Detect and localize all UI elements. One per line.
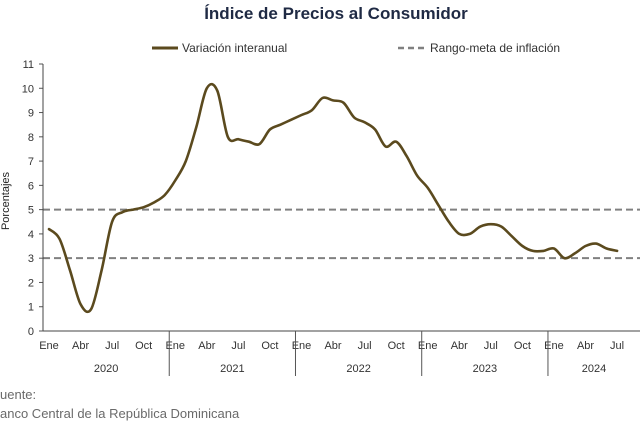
x-tick-label: Abr — [72, 340, 89, 352]
y-tick-label: 5 — [28, 205, 34, 217]
x-year-label: 2022 — [346, 363, 370, 375]
source-label: uente: — [0, 387, 36, 402]
y-tick-label: 11 — [23, 59, 34, 71]
x-year-label: 2020 — [94, 363, 118, 375]
legend: Variación interanual Rango-meta de inflac… — [152, 41, 560, 55]
x-tick-label: Ene — [165, 340, 185, 352]
x-tick-label: Oct — [135, 340, 152, 352]
x-tick-label: Oct — [388, 340, 405, 352]
x-tick-label: Jul — [484, 340, 498, 352]
y-tick-label: 4 — [28, 229, 34, 241]
y-tick-label: 6 — [28, 180, 34, 192]
series-line-group — [47, 82, 619, 314]
y-tick-label: 3 — [28, 253, 34, 265]
x-tick-label: Abr — [324, 340, 341, 352]
x-axis-ticks: Ene Abr Jul Oct Ene Abr Jul Oct Ene Abr Jul Oct Ene A… — [39, 331, 624, 376]
x-tick-label: Ene — [544, 340, 564, 352]
x-tick-label: Jul — [358, 340, 372, 352]
x-year-label: 2024 — [582, 363, 606, 375]
chart-title: Índice de Precios al Consumidor — [204, 4, 468, 23]
y-axis-label: Porcentajes — [0, 171, 12, 230]
x-year-label: 2021 — [220, 363, 244, 375]
y-tick-label: 1 — [28, 302, 34, 314]
x-year-label: 2023 — [473, 363, 497, 375]
legend-label-rango-meta: Rango-meta de inflación — [430, 41, 560, 55]
x-tick-label: Jul — [610, 340, 624, 352]
y-tick-label: 8 — [28, 132, 34, 144]
y-tick-label: 0 — [28, 326, 34, 338]
source-text: anco Central de la República Dominicana — [0, 406, 240, 421]
x-tick-label: Ene — [418, 340, 438, 352]
x-tick-label: Abr — [451, 340, 468, 352]
target-range-lines — [43, 208, 640, 260]
y-tick-label: 2 — [28, 277, 34, 289]
x-tick-label: Oct — [514, 340, 531, 352]
x-tick-label: Jul — [231, 340, 245, 352]
series-line-variacion-interanual — [47, 82, 619, 314]
legend-label-variacion: Variación interanual — [182, 41, 287, 55]
x-tick-label: Abr — [577, 340, 594, 352]
x-tick-label: Ene — [39, 340, 59, 352]
y-axis-ticks: 0 1 2 3 4 5 6 7 8 9 10 11 — [22, 59, 43, 338]
x-tick-label: Ene — [292, 340, 312, 352]
x-tick-label: Jul — [105, 340, 119, 352]
axes — [42, 64, 640, 332]
y-tick-label: 9 — [28, 108, 34, 120]
x-tick-label: Abr — [198, 340, 215, 352]
x-tick-label: Oct — [261, 340, 278, 352]
y-tick-label: 7 — [28, 156, 34, 168]
y-tick-label: 10 — [22, 83, 34, 95]
